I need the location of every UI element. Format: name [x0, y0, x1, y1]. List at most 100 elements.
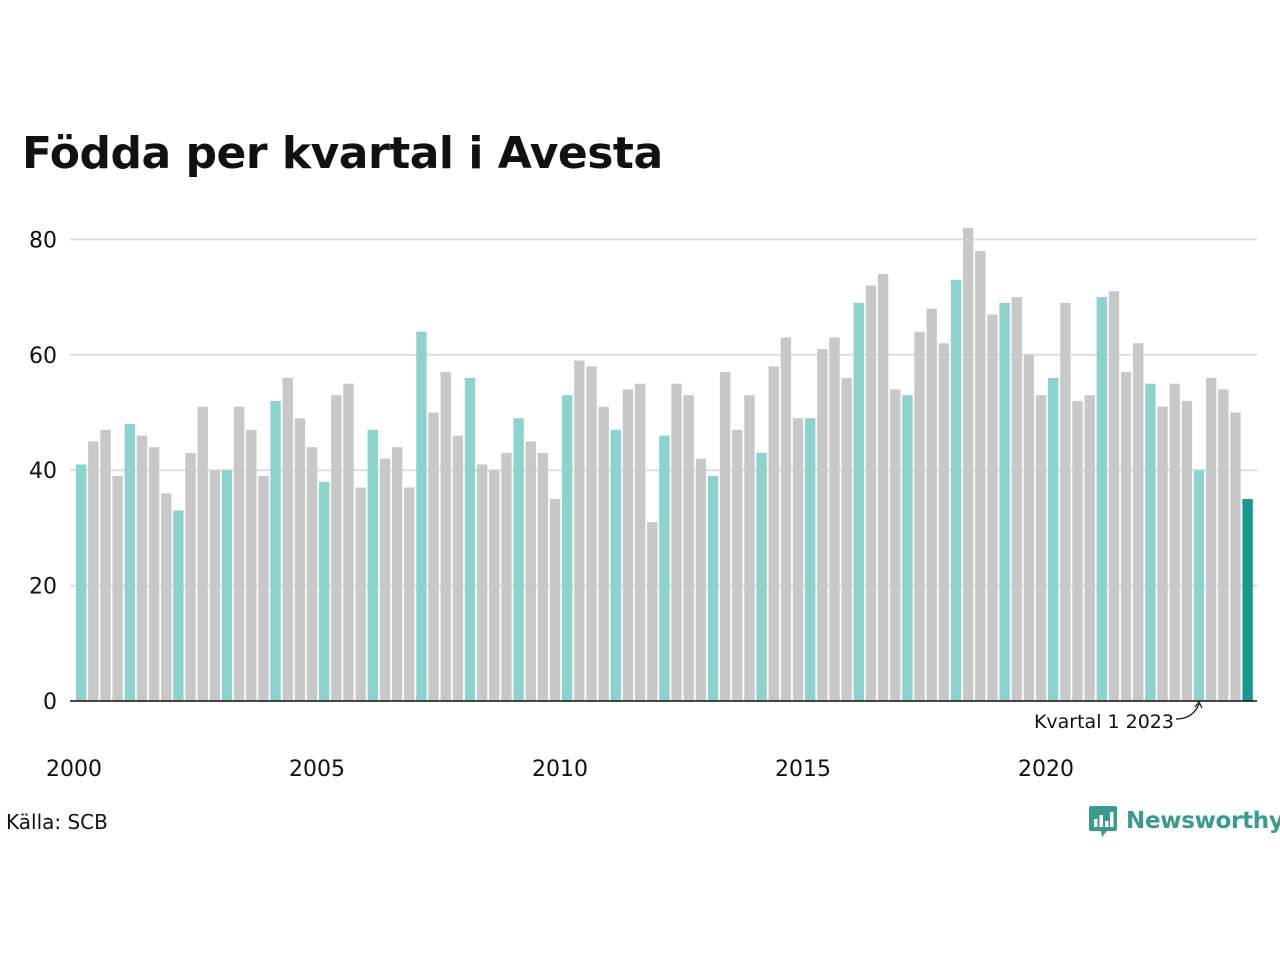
bar [926, 308, 937, 701]
bar [962, 227, 974, 702]
bar [331, 395, 342, 701]
bar [294, 418, 306, 701]
bar [1230, 412, 1241, 701]
bar [76, 464, 87, 701]
bar [1096, 297, 1107, 701]
y-tick-label: 0 [43, 690, 57, 715]
y-tick-label: 80 [29, 228, 57, 253]
bar [537, 452, 549, 701]
bar [258, 475, 269, 701]
bar [501, 452, 512, 701]
annotation-label: Kvartal 1 2023 [1034, 711, 1174, 733]
bar [1157, 406, 1168, 701]
bar [355, 487, 366, 701]
bar [999, 302, 1010, 701]
bar [1133, 343, 1144, 701]
bar [805, 418, 816, 701]
y-tick-label: 20 [29, 575, 57, 600]
bar [1169, 383, 1180, 701]
bar [476, 464, 488, 701]
annotation-arrowhead [1194, 700, 1203, 709]
bar [185, 452, 196, 701]
bar [622, 389, 634, 701]
bar [1035, 395, 1047, 701]
bar [246, 429, 257, 701]
bar [732, 429, 743, 701]
bar [780, 337, 792, 701]
bar [950, 279, 962, 701]
bar [233, 406, 245, 701]
bar [549, 499, 561, 701]
x-tick-label: 2020 [1018, 757, 1074, 782]
x-tick-label: 2005 [289, 757, 345, 782]
bar [173, 510, 184, 701]
bars [76, 227, 1253, 702]
bar [671, 383, 682, 701]
bar [1120, 372, 1132, 701]
bar [574, 360, 585, 701]
bar [306, 447, 318, 701]
brand-name: Newsworthy [1126, 808, 1280, 834]
bar [1242, 499, 1253, 701]
bar [1060, 302, 1071, 701]
x-tick-label: 2000 [46, 757, 102, 782]
bar [1048, 377, 1059, 701]
bar [209, 470, 221, 701]
bar [598, 406, 609, 701]
bar [416, 331, 427, 701]
bar [756, 452, 767, 701]
bar [513, 418, 524, 701]
bar-chart-speech-bubble-icon [1089, 806, 1117, 837]
bar [428, 412, 439, 701]
bar [440, 372, 451, 701]
bar [88, 441, 99, 701]
bar [112, 475, 123, 701]
brand-logo: Newsworthy [1088, 804, 1280, 838]
bar [987, 314, 998, 701]
bar [1218, 389, 1229, 701]
source-label: Källa: SCB [6, 810, 108, 834]
bar [634, 383, 646, 701]
bar [489, 470, 500, 701]
chart-title: Födda per kvartal i Avesta [22, 128, 663, 179]
bar [1193, 470, 1205, 701]
bar [270, 400, 281, 701]
bar [853, 302, 864, 701]
bar [161, 493, 172, 701]
bar [610, 429, 621, 701]
bar [562, 395, 573, 701]
bar [148, 447, 160, 701]
bar [1145, 383, 1156, 701]
bar [829, 337, 840, 701]
x-tick-label: 2010 [532, 757, 588, 782]
y-tick-label: 60 [29, 344, 57, 369]
bar [1084, 395, 1095, 701]
bar [379, 458, 391, 701]
bar [1023, 354, 1035, 701]
bar [768, 366, 779, 701]
bar [817, 349, 828, 701]
bar [367, 429, 378, 701]
bar [902, 395, 913, 701]
bar [586, 366, 597, 701]
annotation: Kvartal 1 2023 [1034, 700, 1203, 733]
bar [1181, 400, 1193, 701]
bar [938, 343, 950, 701]
bar [1072, 400, 1083, 701]
bar [877, 274, 889, 701]
bar [319, 481, 330, 701]
bar [914, 331, 925, 701]
bar [695, 458, 707, 701]
bar [659, 435, 670, 701]
bar [221, 470, 233, 701]
bar [1205, 377, 1217, 701]
bar [890, 389, 901, 701]
bar [865, 285, 877, 701]
bar [1108, 291, 1120, 701]
bar [1011, 297, 1022, 701]
bar [464, 377, 476, 701]
bar [683, 395, 694, 701]
bar [792, 418, 804, 701]
bar [282, 377, 293, 701]
bar [391, 447, 403, 701]
